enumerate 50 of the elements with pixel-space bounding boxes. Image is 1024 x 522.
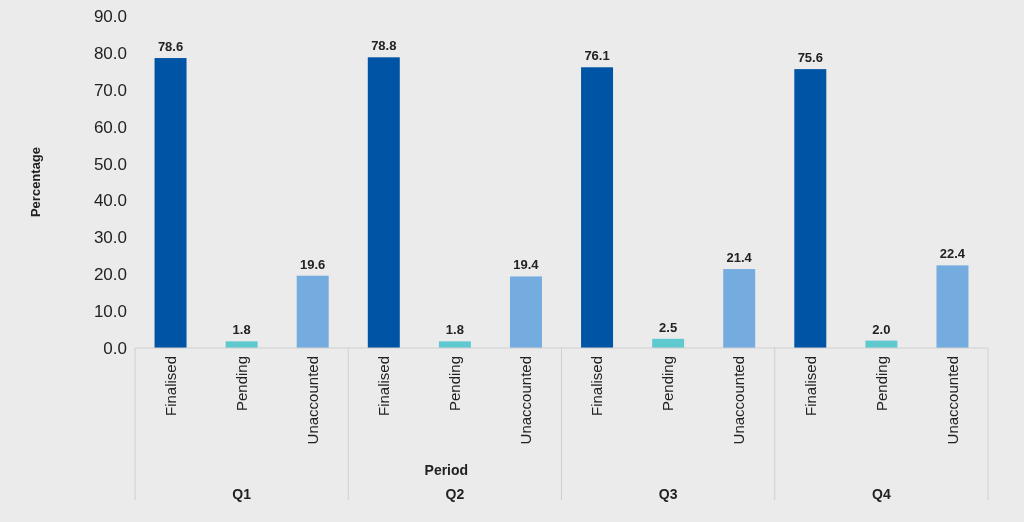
y-tick-label: 50.0 <box>93 154 127 174</box>
x-tick-label: Unaccounted <box>303 356 321 445</box>
x-tick-label: Unaccounted <box>943 356 961 445</box>
y-tick-label: 20.0 <box>93 265 127 285</box>
text: Q3 <box>658 486 678 502</box>
y-tick-label: 0.0 <box>103 338 127 358</box>
data-label: 19.6 <box>300 256 326 272</box>
text: Q2 <box>445 486 465 502</box>
data-label: 1.8 <box>232 322 251 338</box>
bar <box>154 58 187 348</box>
y-axis-title: Percentage <box>28 146 43 218</box>
y-tick-label: 80.0 <box>93 43 127 63</box>
bar <box>581 67 614 348</box>
x-tick-label: Unaccounted <box>730 356 748 445</box>
data-label: 78.8 <box>371 38 397 54</box>
bar <box>936 265 969 348</box>
data-label: 78.6 <box>157 39 184 55</box>
bar <box>296 275 329 348</box>
data-label: 21.4 <box>726 250 753 266</box>
bar <box>509 276 542 348</box>
data-label: 22.4 <box>939 246 966 262</box>
data-label: 2.0 <box>872 321 891 337</box>
x-tick-label: Finalised <box>801 356 819 417</box>
y-tick-label: 60.0 <box>93 117 127 137</box>
bar <box>794 69 827 348</box>
x-tick-label: Pending <box>659 356 677 412</box>
y-tick-label: 30.0 <box>93 228 127 248</box>
y-tick-label: 70.0 <box>93 80 127 100</box>
bar <box>723 269 756 348</box>
y-tick-label: 90.0 <box>93 6 127 26</box>
x-tick-label: Pending <box>446 356 464 412</box>
bar <box>438 341 471 348</box>
x-tick-label: Finalised <box>161 356 179 417</box>
data-label: 76.1 <box>584 48 610 64</box>
x-tick-label: Pending <box>872 356 890 412</box>
x-tick-label: Finalised <box>588 356 606 417</box>
data-label: 1.8 <box>445 322 464 338</box>
x-tick-label: Unaccounted <box>517 356 535 445</box>
x-axis-title: Period <box>424 462 469 478</box>
bar <box>367 57 400 348</box>
data-label: 19.4 <box>513 257 540 273</box>
bar <box>225 341 258 348</box>
y-tick-label: 10.0 <box>93 302 127 322</box>
text: Q1 <box>232 486 252 502</box>
data-label: 75.6 <box>797 50 823 66</box>
data-label: 2.5 <box>659 319 678 335</box>
x-tick-label: Pending <box>232 356 250 412</box>
text: Q4 <box>872 486 891 502</box>
y-tick-label: 40.0 <box>93 191 127 211</box>
x-tick-label: Finalised <box>375 356 393 417</box>
